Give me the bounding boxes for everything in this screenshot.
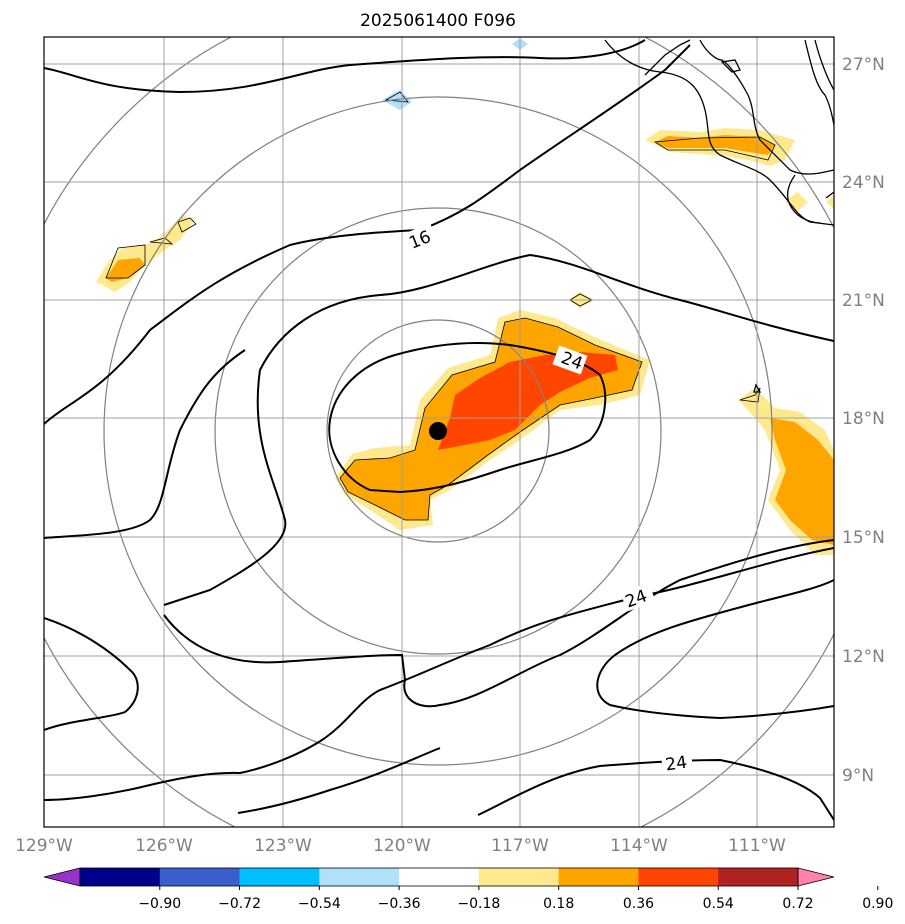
- colorbar-segment: [319, 868, 400, 886]
- lon-label-126w: 126°W: [135, 836, 193, 856]
- contour-labels: 16 24 24 24: [402, 223, 694, 776]
- shade-central-red: [438, 352, 618, 450]
- shade-east-orange: [770, 418, 834, 545]
- shade-nw-orange: [106, 258, 145, 282]
- lat-label-24n: 24°N: [842, 173, 885, 193]
- colorbar-segment: [80, 868, 161, 886]
- lat-label-9n: 9°N: [842, 766, 874, 786]
- contour-16: [44, 44, 691, 425]
- storm-center-marker: [429, 422, 447, 440]
- colorbar-segment: [239, 868, 320, 886]
- colorbar-extend-high: [797, 867, 835, 887]
- lat-label-12n: 12°N: [842, 647, 885, 667]
- colorbar-segment: [638, 868, 719, 886]
- range-ring-2: [214, 207, 662, 655]
- shade-diamond-c: [826, 195, 834, 209]
- colorbar-tick-label: 0.18: [543, 896, 574, 912]
- colorbar-segment: [718, 868, 799, 886]
- colorbar-extend-low: [43, 867, 81, 887]
- map-frame: [43, 36, 835, 828]
- contour-outer-north: [44, 39, 646, 94]
- colorbar-tick-label: 0.72: [782, 896, 813, 912]
- bold-contours: [44, 39, 834, 821]
- lon-label-123w: 123°W: [254, 836, 312, 856]
- colorbar-tick-label: 0.36: [623, 896, 654, 912]
- colorbar-tick-label: −0.72: [218, 896, 261, 912]
- colorbar-segment: [159, 868, 241, 886]
- contour-west-loop: [44, 349, 246, 539]
- colorbar-tick-label: 0.54: [703, 896, 734, 912]
- colorbar-segment: [399, 868, 480, 886]
- colorbar-tick-label: −0.90: [138, 896, 181, 912]
- lat-label-21n: 21°N: [842, 291, 885, 311]
- thin-contours: [105, 91, 776, 521]
- lat-label-18n: 18°N: [842, 409, 885, 429]
- colorbar-tick-label: 0.90: [862, 896, 893, 912]
- lon-labels: 129°W 126°W 123°W 120°W 117°W 114°W 111°…: [15, 836, 786, 856]
- graticule: [44, 37, 834, 827]
- colorbar-segment: [478, 868, 560, 886]
- colorbar-tick-label: −0.54: [298, 896, 341, 912]
- map-area: 16 24 24 24: [44, 37, 834, 827]
- lon-label-114w: 114°W: [610, 836, 668, 856]
- contour-24-south: [237, 747, 441, 814]
- lon-label-120w: 120°W: [373, 836, 431, 856]
- lon-label-111w: 111°W: [728, 836, 786, 856]
- colorbar-tick-label: −0.36: [378, 896, 421, 912]
- contour-24-closed: [328, 342, 607, 494]
- contour-label-24-c: 24: [664, 753, 688, 776]
- range-rings: [44, 37, 834, 827]
- lon-label-129w: 129°W: [15, 836, 73, 856]
- colorbar-frame: [79, 867, 799, 887]
- coastline: [604, 39, 834, 393]
- range-ring-3: [103, 96, 773, 766]
- lat-labels: 27°N 24°N 21°N 18°N 15°N 12°N 9°N: [842, 55, 885, 786]
- contour-mid-north: [163, 253, 834, 606]
- contour-south-loop: [44, 617, 139, 731]
- lat-label-15n: 15°N: [842, 528, 885, 548]
- lat-label-27n: 27°N: [842, 55, 885, 75]
- contour-east-loop: [596, 579, 834, 720]
- colorbar-segment: [558, 868, 639, 886]
- colorbar: −0.90 −0.72 −0.54 −0.36 −0.18 0.18 0.36 0.54 0.7…: [43, 867, 893, 912]
- shade-ne-orange: [655, 135, 775, 155]
- contour-inner-south: [163, 539, 834, 708]
- colorbar-tick-label: −0.18: [457, 896, 500, 912]
- range-ring-1: [326, 319, 550, 543]
- map-title: 2025061400 F096: [360, 11, 516, 31]
- lon-label-117w: 117°W: [491, 836, 549, 856]
